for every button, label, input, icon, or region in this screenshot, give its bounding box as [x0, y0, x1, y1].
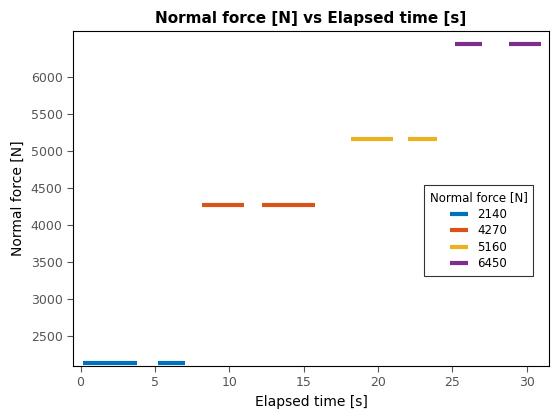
5160 [389, 137, 396, 142]
4270 [199, 203, 206, 208]
2140 [134, 360, 141, 365]
2140 [80, 360, 87, 365]
X-axis label: Elapsed time [s]: Elapsed time [s] [255, 395, 367, 409]
Legend: 2140, 4270, 5160, 6450: 2140, 4270, 5160, 6450 [424, 185, 534, 276]
4270 [241, 203, 248, 208]
5160 [348, 137, 354, 142]
6450 [452, 42, 459, 47]
Y-axis label: Normal force [N]: Normal force [N] [11, 141, 25, 257]
6450 [479, 42, 486, 47]
Title: Normal force [N] vs Elapsed time [s]: Normal force [N] vs Elapsed time [s] [155, 11, 466, 26]
